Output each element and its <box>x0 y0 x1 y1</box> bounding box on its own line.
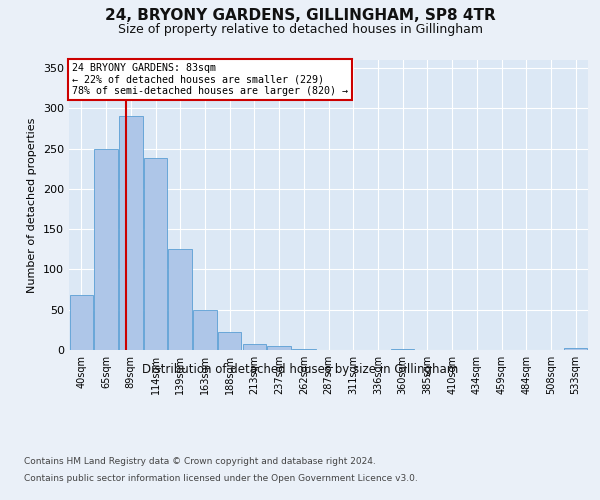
Bar <box>70 295 93 350</box>
Bar <box>391 349 415 350</box>
Bar <box>193 310 217 350</box>
Bar <box>292 349 316 350</box>
Text: Contains HM Land Registry data © Crown copyright and database right 2024.: Contains HM Land Registry data © Crown c… <box>24 458 376 466</box>
Bar <box>144 158 167 350</box>
Text: Distribution of detached houses by size in Gillingham: Distribution of detached houses by size … <box>142 362 458 376</box>
Bar <box>242 344 266 350</box>
Bar <box>119 116 143 350</box>
Y-axis label: Number of detached properties: Number of detached properties <box>28 118 37 292</box>
Text: 24 BRYONY GARDENS: 83sqm
← 22% of detached houses are smaller (229)
78% of semi-: 24 BRYONY GARDENS: 83sqm ← 22% of detach… <box>71 63 347 96</box>
Bar <box>564 348 587 350</box>
Text: Size of property relative to detached houses in Gillingham: Size of property relative to detached ho… <box>118 22 482 36</box>
Text: 24, BRYONY GARDENS, GILLINGHAM, SP8 4TR: 24, BRYONY GARDENS, GILLINGHAM, SP8 4TR <box>104 8 496 22</box>
Bar <box>169 250 192 350</box>
Bar <box>218 332 241 350</box>
Bar <box>268 346 291 350</box>
Text: Contains public sector information licensed under the Open Government Licence v3: Contains public sector information licen… <box>24 474 418 483</box>
Bar <box>94 148 118 350</box>
